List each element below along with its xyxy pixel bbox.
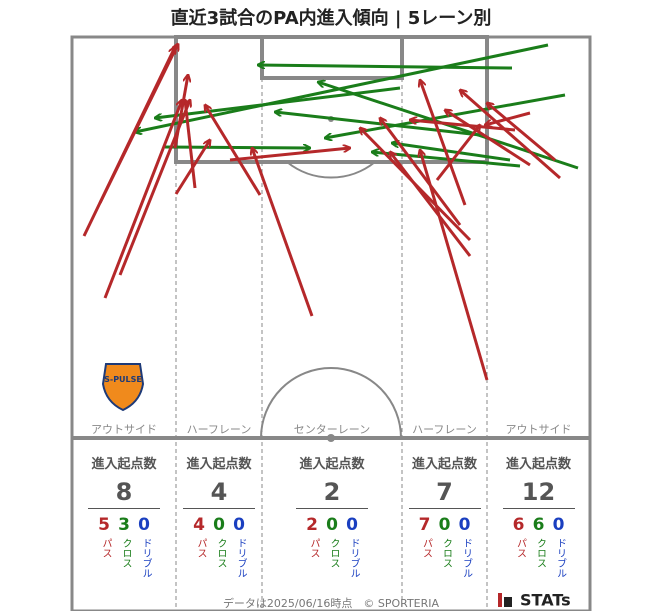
badge-text: S-PULSE [104,375,142,384]
arrow [392,143,511,162]
count-cross: 3 [118,515,130,535]
underline [296,508,368,509]
lane-total: 2 [323,478,341,506]
arrow [420,80,467,206]
title: 直近3試合のPA内進入傾向 | 5レーン別 [171,7,492,29]
count-cross: 6 [532,515,545,535]
arrow [435,125,480,181]
lane-name: アウトサイド [505,423,572,436]
arrow [380,118,462,226]
label-cross: クロス [534,538,546,568]
lane-label: 進入起点数 [186,457,252,472]
goal-area [260,35,404,80]
lane-name: ハーフレーン [412,423,477,436]
label-dribble: ドリブル [460,538,472,578]
arrow [460,90,561,180]
count-dribble: 0 [138,515,150,535]
underline [502,508,575,509]
count-cross: 0 [213,515,225,535]
label-cross: クロス [440,538,452,568]
count-pass: 2 [306,515,318,535]
arrow [485,111,531,125]
club-badge: S-PULSE [101,363,145,412]
label-cross: クロス [120,538,131,568]
arrow [103,100,182,299]
logo-mark [498,593,502,607]
count-cross: 0 [326,515,338,535]
count-dribble: 0 [458,515,471,535]
badge-shield [101,363,145,412]
lane-total: 8 [115,478,133,506]
lane-dividers [175,78,488,611]
label-dribble: ドリブル [348,538,359,578]
logo-text: STATs [520,591,571,610]
arrow [155,86,401,118]
lane-name: ハーフレーン [186,423,252,436]
pass-arrows [82,44,561,381]
arrow [164,147,310,148]
underline [183,508,255,509]
underline [88,508,160,509]
count-pass: 4 [193,515,205,535]
label-dribble: ドリブル [554,538,566,578]
arrow [487,103,556,162]
label-pass: パス [100,538,111,558]
lane-label: 進入起点数 [299,457,365,472]
lane-total: 4 [210,478,228,506]
arrow [229,148,350,162]
cross-arrows [135,43,579,170]
count-pass: 7 [418,515,431,535]
arrow [173,75,188,149]
count-cross: 0 [438,515,451,535]
lane-name: アウトサイド [91,423,157,436]
logo-mark [504,597,512,607]
lane-label: 進入起点数 [505,457,571,472]
count-dribble: 0 [346,515,358,535]
lane-label: 進入起点数 [91,457,157,472]
label-dribble: ドリブル [235,538,246,578]
label-pass: パス [420,538,432,558]
lane-total: 12 [521,478,556,506]
center-circle [260,367,402,439]
arrow [410,120,516,132]
underline [408,508,481,509]
arrow [98,44,178,204]
arrow [275,112,481,137]
count-dribble: 0 [233,515,245,535]
penalty-arc [286,161,376,179]
count-dribble: 0 [552,515,565,535]
penalty-area [174,35,489,164]
lane-name: センターレーン [293,423,371,436]
arrow [252,148,314,317]
lane-label: 進入起点数 [411,457,477,472]
arrow [360,128,472,242]
count-pass: 5 [98,515,110,535]
label-cross: クロス [328,538,339,568]
arrow [185,100,197,189]
label-cross: クロス [215,538,226,568]
lane-total: 7 [436,478,453,506]
arrow [390,152,472,257]
label-pass: パス [195,538,206,558]
arrow [258,65,513,70]
label-dribble: ドリブル [140,538,151,578]
label-pass: パス [514,538,526,558]
center-spot [327,434,335,442]
count-pass: 6 [512,515,525,535]
arrow [445,110,531,167]
footer: データは2025/06/16時点 © SPORTERIA [223,596,440,610]
label-pass: パス [308,538,319,558]
arrow [205,105,262,196]
